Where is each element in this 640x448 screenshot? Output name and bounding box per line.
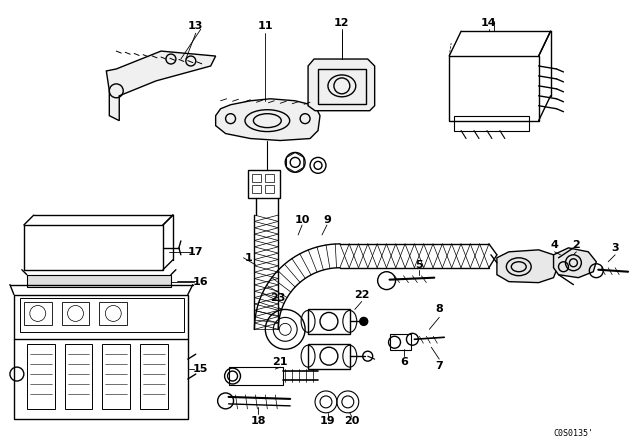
Text: 9: 9 <box>323 215 331 225</box>
Text: 5: 5 <box>415 260 423 270</box>
Text: 19: 19 <box>320 416 336 426</box>
Text: 17: 17 <box>188 247 204 257</box>
Bar <box>102 344 130 409</box>
Circle shape <box>360 318 368 325</box>
Bar <box>308 310 350 334</box>
Bar <box>228 367 284 385</box>
Text: 23: 23 <box>271 293 286 302</box>
Bar <box>318 69 365 104</box>
Text: 11: 11 <box>257 21 273 31</box>
Polygon shape <box>554 248 596 278</box>
Bar <box>252 174 261 182</box>
Polygon shape <box>497 250 559 283</box>
Bar <box>27 344 54 409</box>
Bar <box>24 302 52 325</box>
Bar <box>266 174 275 182</box>
Bar <box>65 344 92 409</box>
Polygon shape <box>216 99 320 141</box>
Bar <box>20 297 184 332</box>
Bar <box>27 275 171 287</box>
Text: 1: 1 <box>244 253 252 263</box>
Text: 22: 22 <box>354 289 369 300</box>
Bar <box>140 344 168 409</box>
Bar <box>390 334 412 350</box>
Text: 12: 12 <box>334 18 349 28</box>
Text: 6: 6 <box>401 357 408 367</box>
Bar <box>61 302 90 325</box>
Bar <box>266 185 275 193</box>
Bar <box>449 56 539 121</box>
Text: 13: 13 <box>188 21 204 31</box>
Text: 2: 2 <box>573 240 580 250</box>
Text: 20: 20 <box>344 416 360 426</box>
Text: 8: 8 <box>435 305 443 314</box>
Text: 15: 15 <box>193 364 209 374</box>
Bar <box>248 170 280 198</box>
Text: 7: 7 <box>435 361 443 371</box>
Text: 21: 21 <box>273 357 288 367</box>
Polygon shape <box>308 59 374 111</box>
Text: 14: 14 <box>481 18 497 28</box>
Bar <box>14 294 188 419</box>
Polygon shape <box>106 51 216 121</box>
Text: 16: 16 <box>193 277 209 287</box>
Bar <box>99 302 127 325</box>
Text: C0S0135': C0S0135' <box>554 429 593 438</box>
Text: 3: 3 <box>611 243 619 253</box>
Bar <box>24 225 163 270</box>
Text: 4: 4 <box>550 240 559 250</box>
Bar <box>252 185 261 193</box>
Bar <box>308 344 350 369</box>
Text: 10: 10 <box>294 215 310 225</box>
Text: 18: 18 <box>251 416 266 426</box>
Bar <box>454 116 529 130</box>
